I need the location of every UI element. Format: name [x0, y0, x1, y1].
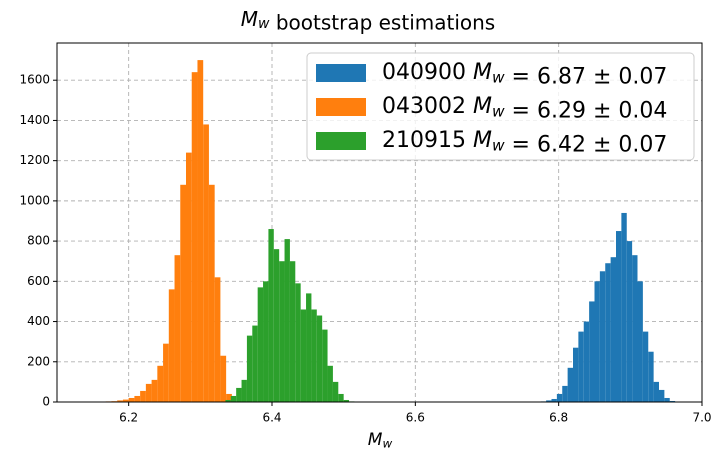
series — [540, 212, 681, 402]
histogram-bar — [605, 263, 611, 402]
histogram-bar — [268, 229, 274, 402]
histogram-bar — [637, 281, 643, 402]
y-tick-label: 600 — [27, 274, 50, 288]
histogram-bar — [653, 381, 659, 402]
histogram-bar — [343, 399, 350, 402]
y-tick-label: 1000 — [19, 193, 50, 207]
histogram-bar — [145, 383, 152, 402]
histogram-bar — [562, 385, 568, 402]
x-tick-label: 6.6 — [406, 411, 425, 425]
y-tick-label: 400 — [27, 314, 50, 328]
legend-label: 040900 Mw = 6.87 ± 0.07 — [382, 60, 667, 90]
histogram-bar — [168, 289, 175, 402]
histogram-bar — [180, 184, 186, 402]
histogram-bar — [230, 395, 237, 402]
y-tick-label: 0 — [42, 395, 50, 409]
histogram-bar — [117, 400, 123, 402]
histogram-bar — [191, 72, 198, 402]
histogram-bar — [594, 281, 600, 402]
y-tick-label: 800 — [27, 234, 50, 248]
histogram-bar — [257, 287, 264, 402]
legend-swatch — [316, 132, 366, 150]
histogram-bar — [556, 393, 563, 402]
histogram-bar — [236, 387, 242, 402]
x-tick-label: 7.0 — [692, 411, 711, 425]
histogram-bar — [174, 255, 181, 402]
x-axis-label: Mw — [368, 430, 393, 450]
histogram-bar — [214, 277, 221, 402]
histogram-bar — [151, 379, 158, 402]
histogram-bar — [306, 293, 312, 402]
y-tick-label: 200 — [27, 354, 50, 368]
histogram-bar — [626, 241, 633, 402]
series — [225, 229, 355, 402]
histogram-bar — [659, 389, 665, 402]
histogram-bar — [128, 397, 135, 402]
histogram-bar — [610, 257, 616, 402]
x-tick-label: 6.2 — [119, 411, 138, 425]
y-tick-label: 1600 — [19, 73, 50, 87]
histogram-bar — [322, 329, 328, 402]
histogram-bar — [252, 325, 258, 402]
histogram-bar — [551, 398, 557, 402]
x-tick-label: 6.8 — [549, 411, 568, 425]
histogram-bar — [664, 397, 670, 402]
histogram-bar — [163, 343, 169, 402]
histogram-bar — [632, 255, 638, 402]
histogram-bar — [616, 231, 622, 402]
histogram-bar — [225, 399, 231, 402]
histogram-bar — [289, 261, 296, 402]
y-tick-label: 1200 — [19, 153, 50, 167]
legend-box — [306, 52, 695, 161]
histogram-bar — [311, 309, 317, 402]
histogram-bar — [573, 347, 579, 402]
histogram-bar — [197, 60, 204, 402]
legend-swatch — [316, 98, 366, 116]
histogram-bar — [284, 239, 290, 402]
histogram-bar — [241, 379, 247, 402]
histogram-bar — [208, 184, 215, 402]
histogram-bar — [140, 390, 146, 402]
series — [82, 60, 232, 402]
plot-frame — [56, 42, 703, 403]
histogram-bar — [332, 381, 339, 402]
histogram-bar — [669, 400, 676, 402]
histogram-bar — [621, 212, 627, 402]
histogram-bar — [279, 261, 285, 402]
histogram-bar — [546, 400, 552, 402]
histogram-bar — [578, 331, 584, 402]
histogram-bar — [316, 315, 323, 402]
histogram-bar — [648, 351, 654, 402]
histogram-bar — [273, 249, 280, 402]
histogram-bar — [263, 281, 269, 402]
histogram-bar — [567, 367, 573, 402]
legend-label: 043002 Mw = 6.29 ± 0.04 — [382, 94, 667, 124]
histogram-bar — [220, 355, 227, 402]
histogram-bar — [246, 335, 253, 402]
histogram-bar — [186, 152, 192, 402]
y-tick-label: 1400 — [19, 113, 50, 127]
histogram-bar — [226, 393, 232, 402]
legend-swatch — [316, 64, 366, 82]
histogram-bar — [134, 395, 141, 402]
histogram-bar — [599, 271, 606, 402]
histogram-bar — [338, 393, 344, 402]
histogram-bar — [122, 399, 129, 402]
histogram-bar — [642, 331, 649, 402]
histogram-bar — [589, 301, 595, 402]
chart-title: Mw bootstrap estimations — [241, 7, 495, 35]
histogram-bar — [295, 283, 301, 402]
legend-label: 210915 Mw = 6.42 ± 0.07 — [382, 128, 667, 158]
histogram-bar — [583, 321, 590, 402]
histogram-bar — [327, 365, 333, 402]
histogram-bar — [203, 124, 209, 402]
histogram-bar — [157, 365, 164, 402]
histogram-bar — [300, 309, 307, 402]
x-tick-label: 6.4 — [262, 411, 281, 425]
